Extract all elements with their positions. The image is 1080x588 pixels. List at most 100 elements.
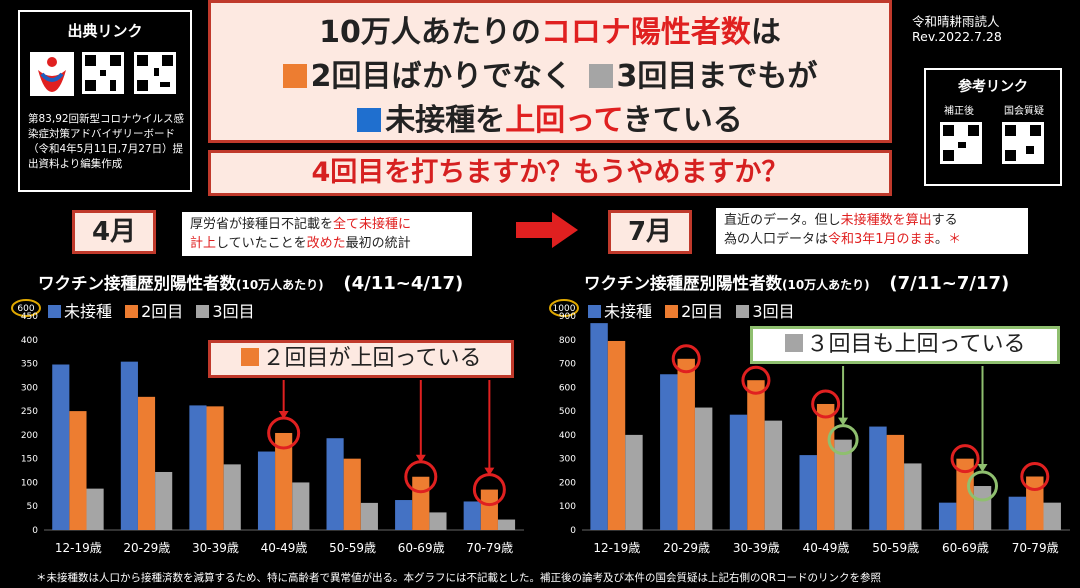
note-highlight: 未接種数を算出 bbox=[840, 213, 932, 228]
legend-swatch-dose3 bbox=[196, 305, 210, 318]
chart-title-main: ワクチン接種歴別陽性者数 bbox=[584, 274, 782, 293]
headline-line-1: 10万人あたりのコロナ陽性者数は bbox=[211, 7, 889, 51]
bar-dose2 bbox=[343, 458, 361, 530]
y-max-label: 1000 bbox=[553, 304, 576, 314]
bar-unvax bbox=[938, 502, 957, 530]
bar-dose3 bbox=[292, 482, 310, 530]
april-note: 厚労省が接種日不記載を全て未接種に 計上していたことを改めた最初の統計 bbox=[182, 212, 472, 256]
source-note: 第83,92回新型コロナウイルス感染症対策アドバイザリーボード（令和4年5月11… bbox=[28, 113, 185, 170]
bar-unvax bbox=[1008, 496, 1027, 530]
bar-unvax bbox=[326, 438, 344, 530]
bar-dose2 bbox=[69, 411, 87, 530]
y-tick-label: 400 bbox=[559, 431, 576, 441]
y-tick-label: 100 bbox=[21, 478, 38, 488]
highlight-circle bbox=[404, 460, 438, 494]
highlight-circle bbox=[811, 389, 841, 419]
bar-dose3 bbox=[86, 488, 104, 530]
footnote: ＊未接種数は人口から接種済数を減算するため、特に高齢者で異常値が出る。本グラフに… bbox=[36, 572, 882, 584]
legend-label: 2回目 bbox=[141, 302, 184, 321]
bar-unvax bbox=[869, 426, 887, 530]
credit-revision: Rev.2022.7.28 bbox=[912, 29, 1002, 44]
legend-label: 未接種 bbox=[604, 302, 653, 321]
bar-dose3 bbox=[625, 434, 643, 530]
dose3-square-icon bbox=[784, 334, 803, 352]
qr-code-icon[interactable] bbox=[1002, 122, 1044, 164]
x-tick-label: 30-39歳 bbox=[192, 541, 239, 555]
highlight-circle bbox=[1020, 462, 1050, 491]
bar-unvax bbox=[120, 361, 138, 530]
note-text: していたことを bbox=[216, 236, 307, 251]
highlight-circle bbox=[472, 473, 506, 507]
highlight-circle bbox=[671, 344, 701, 374]
headline-text: 2回目ばかりでなく bbox=[310, 59, 573, 94]
legend-label: 2回目 bbox=[681, 302, 724, 321]
credit: 令和晴耕雨読人 Rev.2022.7.28 bbox=[912, 14, 1072, 44]
y-tick-label: 350 bbox=[21, 360, 38, 370]
y-tick-label: 800 bbox=[559, 336, 576, 346]
bar-dose3 bbox=[223, 464, 241, 530]
bar-dose2 bbox=[206, 406, 224, 530]
legend-swatch-dose2 bbox=[665, 305, 679, 318]
note-text: 為の人口データは bbox=[724, 232, 829, 247]
reference-left-label: 補正後 bbox=[944, 106, 974, 117]
legend-swatch-unvax bbox=[48, 305, 61, 318]
dose2-square-icon bbox=[282, 64, 307, 88]
qr-code-icon[interactable] bbox=[82, 52, 124, 94]
x-tick-label: 40-49歳 bbox=[261, 541, 308, 555]
headline-box: 10万人あたりのコロナ陽性者数は 2回目ばかりでなく 3回目までもが 未接種を上… bbox=[208, 0, 892, 143]
reference-right-label: 国会質疑 bbox=[1004, 106, 1044, 117]
credit-author: 令和晴耕雨読人 bbox=[912, 14, 1000, 29]
source-title: 出典リンク bbox=[67, 22, 143, 40]
dose2-square-icon bbox=[240, 348, 259, 366]
bar-dose3 bbox=[973, 486, 992, 530]
bar-dose2 bbox=[275, 432, 293, 530]
legend-label: 3回目 bbox=[752, 302, 795, 321]
bar-dose3 bbox=[497, 519, 516, 530]
headline-text: 未接種を bbox=[385, 103, 506, 138]
x-tick-label: 50-59歳 bbox=[872, 541, 919, 555]
highlight-circle bbox=[827, 424, 859, 456]
chart-april-panel: ワクチン接種歴別陽性者数(10万人あたり) (4/11~4/17) 未接種 2回… bbox=[4, 264, 530, 564]
chart-july-panel: ワクチン接種歴別陽性者数(10万人あたり) (7/11~7/17) 未接種 2回… bbox=[540, 264, 1076, 564]
bar-dose3 bbox=[694, 407, 713, 530]
chart-legend: 未接種 2回目 3回目 bbox=[40, 298, 255, 322]
x-tick-label: 12-19歳 bbox=[593, 541, 640, 555]
note-text: する bbox=[931, 213, 958, 228]
headline-text: は bbox=[750, 15, 781, 50]
y-tick-label: 500 bbox=[559, 407, 576, 417]
y-tick-label: 150 bbox=[21, 455, 38, 465]
bar-dose3 bbox=[360, 502, 378, 530]
bar-dose3 bbox=[904, 463, 922, 530]
y-max-badge: 600 bbox=[11, 299, 41, 317]
y-tick-label: 450 bbox=[21, 312, 38, 322]
chart-period: (7/11~7/17) bbox=[889, 273, 1010, 294]
note-star: ＊ bbox=[948, 232, 962, 247]
bar-unvax bbox=[395, 500, 413, 530]
qr-code-icon[interactable] bbox=[134, 52, 176, 94]
y-tick-label: 400 bbox=[21, 336, 38, 346]
headline-text: きている bbox=[622, 103, 743, 138]
bar-dose2 bbox=[137, 396, 156, 530]
chart-legend: 未接種 2回目 3回目 bbox=[580, 298, 795, 322]
note-highlight: 令和3年1月のまま bbox=[828, 232, 936, 247]
x-tick-label: 40-49歳 bbox=[803, 541, 850, 555]
mhlw-logo-icon bbox=[30, 52, 74, 96]
bar-unvax bbox=[52, 364, 70, 530]
reference-title: 参考リンク bbox=[958, 79, 1028, 95]
legend-label: 3回目 bbox=[212, 302, 255, 321]
callout-arrowhead bbox=[977, 464, 988, 473]
bar-unvax bbox=[257, 451, 276, 530]
source-box: 出典リンク 第83,92回新型コロナウイルス感染症対策アドバイザリーボード（令和… bbox=[18, 10, 192, 192]
y-max-label: 600 bbox=[17, 304, 34, 314]
chart-title: ワクチン接種歴別陽性者数(10万人あたり) (4/11~4/17) bbox=[38, 270, 463, 294]
callout-arrowhead bbox=[278, 410, 289, 419]
july-note: 直近のデータ。但し未接種数を算出する 為の人口データは令和3年1月のまま。＊ bbox=[716, 208, 1028, 254]
highlight-circle bbox=[950, 444, 980, 474]
callout-arrowhead bbox=[484, 467, 495, 476]
y-tick-label: 700 bbox=[559, 360, 576, 370]
qr-code-icon[interactable] bbox=[940, 122, 982, 164]
x-tick-label: 70-79歳 bbox=[466, 541, 513, 555]
note-highlight: 改めた bbox=[306, 236, 346, 251]
bar-dose2 bbox=[677, 358, 695, 530]
note-highlight: 全て未接種に bbox=[333, 217, 412, 232]
